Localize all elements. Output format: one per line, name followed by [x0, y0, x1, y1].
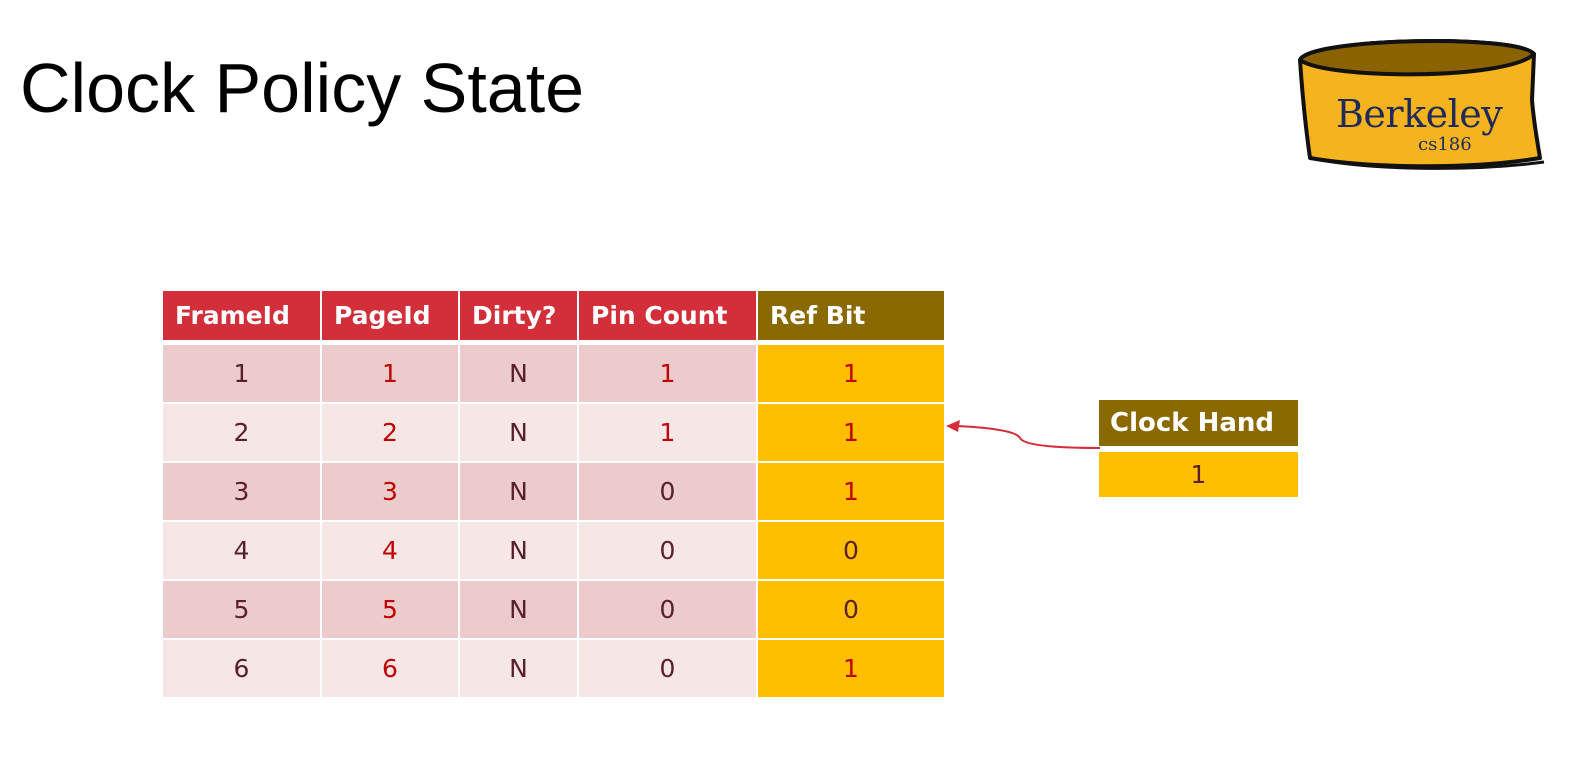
table-row: 2 2 N 1 1	[163, 404, 944, 463]
cell-ref-bit: 1	[758, 345, 944, 404]
cell-pin-count: 1	[579, 404, 758, 463]
cell-dirty: N	[460, 522, 579, 581]
cell-dirty: N	[460, 404, 579, 463]
table-header-row: FrameId PageId Dirty? Pin Count Ref Bit	[163, 291, 944, 345]
buffer-pool-table: FrameId PageId Dirty? Pin Count Ref Bit …	[163, 291, 944, 699]
clock-hand-value: 1	[1099, 452, 1298, 497]
cell-pin-count: 0	[579, 581, 758, 640]
cell-ref-bit: 1	[758, 404, 944, 463]
header-dirty: Dirty?	[460, 291, 579, 345]
header-pin-count: Pin Count	[579, 291, 758, 345]
cell-ref-bit: 1	[758, 640, 944, 699]
cell-page-id: 4	[322, 522, 460, 581]
cell-page-id: 1	[322, 345, 460, 404]
header-frame-id: FrameId	[163, 291, 322, 345]
table-row: 6 6 N 0 1	[163, 640, 944, 699]
clock-hand-arrow-icon	[946, 420, 1101, 449]
cell-frame-id: 4	[163, 522, 322, 581]
table-row: 5 5 N 0 0	[163, 581, 944, 640]
cell-pin-count: 0	[579, 463, 758, 522]
cell-ref-bit: 0	[758, 581, 944, 640]
logo-subtext: cs186	[1418, 134, 1472, 155]
cell-dirty: N	[460, 581, 579, 640]
slide-title: Clock Policy State	[20, 49, 585, 127]
cell-dirty: N	[460, 463, 579, 522]
cell-page-id: 2	[322, 404, 460, 463]
table-row: 4 4 N 0 0	[163, 522, 944, 581]
clock-hand-label: Clock Hand	[1099, 400, 1298, 446]
cell-dirty: N	[460, 640, 579, 699]
clock-hand-box: Clock Hand 1	[1099, 400, 1298, 497]
cell-page-id: 3	[322, 463, 460, 522]
cell-frame-id: 3	[163, 463, 322, 522]
header-ref-bit: Ref Bit	[758, 291, 944, 345]
table-row: 3 3 N 0 1	[163, 463, 944, 522]
cell-frame-id: 5	[163, 581, 322, 640]
cell-page-id: 5	[322, 581, 460, 640]
cell-frame-id: 2	[163, 404, 322, 463]
berkeley-logo-icon	[1298, 39, 1545, 170]
cell-pin-count: 0	[579, 522, 758, 581]
cell-page-id: 6	[322, 640, 460, 699]
header-page-id: PageId	[322, 291, 460, 345]
cell-pin-count: 1	[579, 345, 758, 404]
cell-frame-id: 1	[163, 345, 322, 404]
cell-pin-count: 0	[579, 640, 758, 699]
cell-frame-id: 6	[163, 640, 322, 699]
cell-dirty: N	[460, 345, 579, 404]
cell-ref-bit: 1	[758, 463, 944, 522]
cell-ref-bit: 0	[758, 522, 944, 581]
table-row: 1 1 N 1 1	[163, 345, 944, 404]
logo-text: Berkeley	[1336, 92, 1503, 136]
